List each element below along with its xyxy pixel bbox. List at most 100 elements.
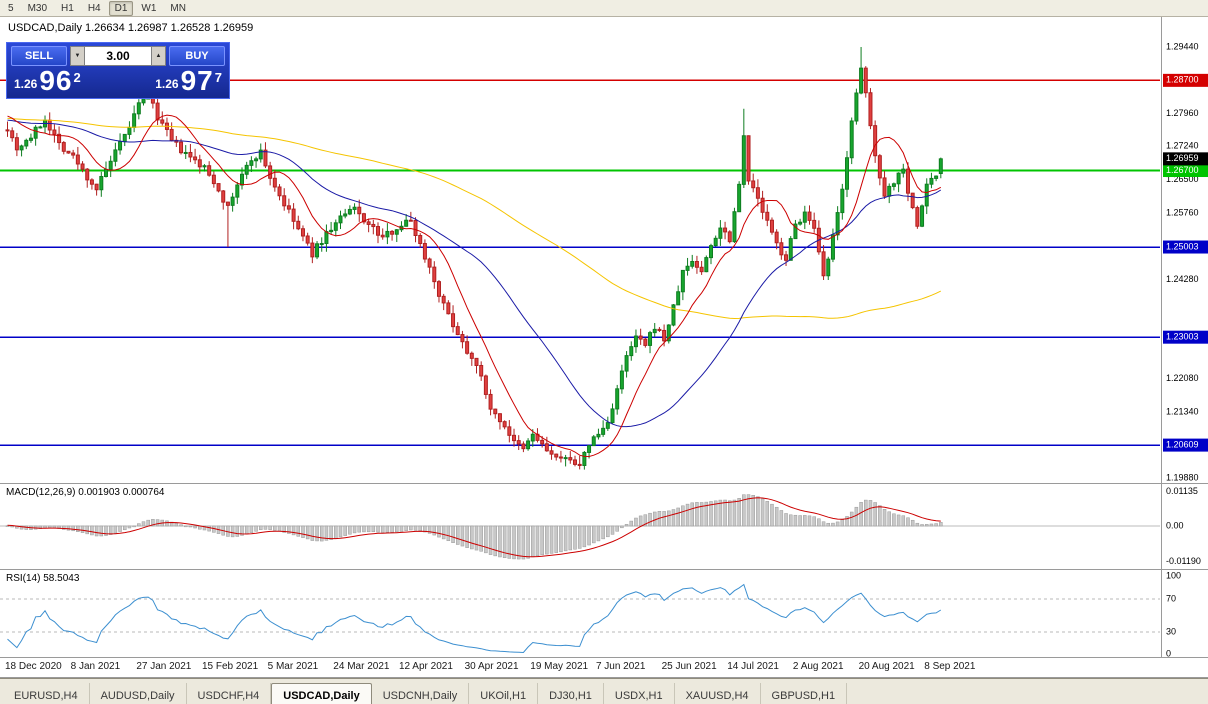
- macd-pane: [0, 494, 1160, 560]
- svg-text:0.00: 0.00: [1166, 520, 1184, 530]
- svg-text:1.20609: 1.20609: [1166, 439, 1199, 449]
- price-badge-1.25003: [1163, 240, 1208, 254]
- buy-price[interactable]: 1.26 97 7: [155, 65, 222, 96]
- rsi-line: [7, 583, 942, 654]
- rsi-axis: 100 70 30 0 RSI(14) 58.5043: [6, 570, 1181, 658]
- buy-price-pip: 7: [214, 70, 222, 85]
- ma-10-line: [7, 114, 942, 458]
- date-label: 8 Sep 2021: [924, 661, 976, 672]
- price-badge-1.26959: [1163, 152, 1208, 166]
- price-badge-1.23003: [1163, 330, 1208, 344]
- sell-price-prefix: 1.26: [14, 77, 38, 91]
- buy-price-prefix: 1.26: [155, 77, 179, 91]
- date-label: 7 Jun 2021: [596, 661, 646, 672]
- price-tick: 1.29440: [1166, 41, 1199, 51]
- svg-text:0: 0: [1166, 648, 1171, 658]
- price-tick: 1.26500: [1166, 174, 1199, 184]
- svg-text:70: 70: [1166, 593, 1176, 603]
- ma-34-line: [7, 119, 942, 428]
- price-tick: 1.22080: [1166, 373, 1199, 383]
- price-badge-1.26700: [1163, 164, 1208, 178]
- caret-down-icon: ▼: [74, 53, 81, 59]
- volume-control: ▼ 3.00 ▲: [70, 46, 166, 66]
- svg-text:1.23003: 1.23003: [1166, 332, 1199, 342]
- price-badge-1.28700: [1163, 73, 1208, 87]
- date-label: 8 Jan 2021: [71, 661, 121, 672]
- timeframe-button-w1[interactable]: W1: [135, 1, 162, 16]
- price-scale[interactable]: 1.29440 1.27960 1.27240 1.26500 1.25760 1.242…: [1163, 41, 1208, 482]
- timeframe-button-d1[interactable]: D1: [108, 0, 134, 16]
- price-tick: 1.19880: [1166, 472, 1199, 482]
- sell-button[interactable]: SELL: [11, 46, 67, 66]
- date-label: 12 Apr 2021: [399, 661, 453, 672]
- one-click-trading-panel: SELL ▼ 3.00 ▲ BUY 1.26 96 2 1.26 97 7: [6, 42, 230, 99]
- date-label: 24 Mar 2021: [333, 661, 390, 672]
- chart-canvas[interactable]: 1.29440 1.27960 1.27240 1.26500 1.25760 1.242…: [0, 0, 1208, 678]
- date-label: 5 Mar 2021: [268, 661, 319, 672]
- chart-tab-audusd-daily[interactable]: AUDUSD,Daily: [90, 683, 187, 704]
- volume-input[interactable]: 3.00: [85, 46, 151, 66]
- rsi-label: RSI(14) 58.5043: [6, 573, 80, 584]
- date-label: 2 Aug 2021: [793, 661, 844, 672]
- svg-text:100: 100: [1166, 570, 1181, 580]
- chart-tab-usdcad-daily[interactable]: USDCAD,Daily: [271, 683, 372, 704]
- svg-text:1.25003: 1.25003: [1166, 241, 1199, 251]
- buy-button[interactable]: BUY: [169, 46, 225, 66]
- timeframe-button-m30[interactable]: M30: [22, 1, 53, 16]
- chart-ohlc-header: USDCAD,Daily 1.26634 1.26987 1.26528 1.2…: [8, 22, 254, 34]
- chart-tab-gbpusd-h1[interactable]: GBPUSD,H1: [761, 683, 848, 704]
- trade-controls-row: SELL ▼ 3.00 ▲ BUY: [11, 46, 225, 66]
- chart-tab-dj30-h1[interactable]: DJ30,H1: [538, 683, 604, 704]
- svg-text:1.28700: 1.28700: [1166, 75, 1199, 85]
- date-label: 20 Aug 2021: [859, 661, 916, 672]
- date-axis[interactable]: 18 Dec 2020 8 Jan 2021 27 Jan 2021 15 Feb 2…: [5, 661, 976, 672]
- date-label: 15 Feb 2021: [202, 661, 259, 672]
- date-label: 30 Apr 2021: [465, 661, 519, 672]
- price-tick: 1.24280: [1166, 274, 1199, 284]
- date-label: 27 Jan 2021: [136, 661, 191, 672]
- trade-prices-row: 1.26 96 2 1.26 97 7: [11, 65, 225, 96]
- timeframe-button-5[interactable]: 5: [2, 1, 20, 16]
- rsi-pane: [0, 583, 1160, 654]
- price-tick: 1.27960: [1166, 108, 1199, 118]
- date-label: 14 Jul 2021: [727, 661, 779, 672]
- timeframe-button-h4[interactable]: H4: [82, 1, 107, 16]
- svg-text:-0.01190: -0.01190: [1166, 556, 1201, 566]
- date-label: 19 May 2021: [530, 661, 588, 672]
- svg-text:1.26959: 1.26959: [1166, 153, 1199, 163]
- pane-dividers: [0, 17, 1208, 678]
- buy-price-digits: 97: [180, 65, 214, 96]
- svg-text:30: 30: [1166, 626, 1176, 636]
- date-label: 18 Dec 2020: [5, 661, 62, 672]
- volume-decrease-button[interactable]: ▼: [70, 46, 85, 66]
- timeframe-button-h1[interactable]: H1: [55, 1, 80, 16]
- price-tick: 1.21340: [1166, 407, 1199, 417]
- chart-tabs-bar: EURUSD,H4 AUDUSD,Daily USDCHF,H4 USDCAD,Dai…: [0, 678, 1208, 704]
- macd-label: MACD(12,26,9) 0.001903 0.000764: [6, 487, 165, 498]
- chart-tab-usdx-h1[interactable]: USDX,H1: [604, 683, 675, 704]
- macd-signal-line: [7, 497, 941, 558]
- price-tick: 1.25760: [1166, 207, 1199, 217]
- date-label: 25 Jun 2021: [662, 661, 717, 672]
- chart-tab-ukoil-h1[interactable]: UKOil,H1: [469, 683, 539, 704]
- svg-text:1.26700: 1.26700: [1166, 165, 1199, 175]
- caret-up-icon: ▲: [155, 53, 162, 59]
- ma-98-line: [7, 117, 942, 320]
- sell-price-pip: 2: [73, 70, 81, 85]
- macd-axis: 0.01135 0.00 -0.01190 MACD(12,26,9) 0.00190…: [6, 486, 1201, 566]
- timeframe-button-mn[interactable]: MN: [164, 1, 192, 16]
- chart-tab-eurusd-h4[interactable]: EURUSD,H4: [3, 683, 90, 704]
- timeframe-toolbar: 5 M30 H1 H4 D1 W1 MN: [0, 0, 1208, 17]
- chart-tab-usdchf-h4[interactable]: USDCHF,H4: [187, 683, 272, 704]
- level-lines[interactable]: [0, 79, 1160, 446]
- svg-text:0.01135: 0.01135: [1166, 486, 1198, 496]
- price-tick: 1.27240: [1166, 141, 1199, 151]
- chart-tab-usdcnh-daily[interactable]: USDCNH,Daily: [372, 683, 470, 704]
- sell-price-digits: 96: [39, 65, 73, 96]
- price-badge-1.20609: [1163, 438, 1208, 452]
- sell-price[interactable]: 1.26 96 2: [14, 65, 81, 96]
- chart-tab-xauusd-h4[interactable]: XAUUSD,H4: [675, 683, 761, 704]
- volume-increase-button[interactable]: ▲: [151, 46, 166, 66]
- ma-lines: [7, 114, 942, 458]
